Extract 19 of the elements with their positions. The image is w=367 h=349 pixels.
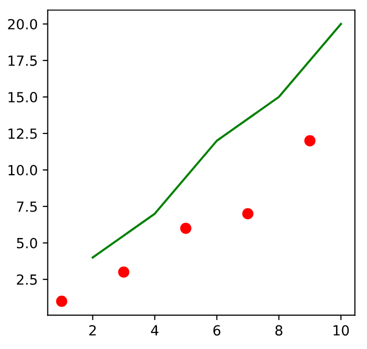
y-tick-label: 12.5 [8,128,37,139]
point [56,296,68,307]
x-tick-label: 2 [89,325,96,336]
point [304,135,316,146]
line-series [92,22,342,259]
y-tick-label: 10.0 [8,164,38,176]
x-tick-label: 10 [334,325,349,336]
y-tick-label: 20.0 [8,18,38,30]
y-tick-label: 7.5 [17,202,37,212]
x-tick-label: 6 [213,325,220,336]
point [242,208,254,220]
x-tick-label: 8 [275,325,282,336]
y-tick-label: 15.0 [8,92,38,102]
point [118,266,130,278]
x-tick-label: 4 [151,325,158,336]
point [180,222,192,234]
y-tick-label: 5.0 [16,238,38,248]
y-tick-label: 17.5 [8,56,37,66]
y-tick-label: 2.5 [16,274,37,285]
